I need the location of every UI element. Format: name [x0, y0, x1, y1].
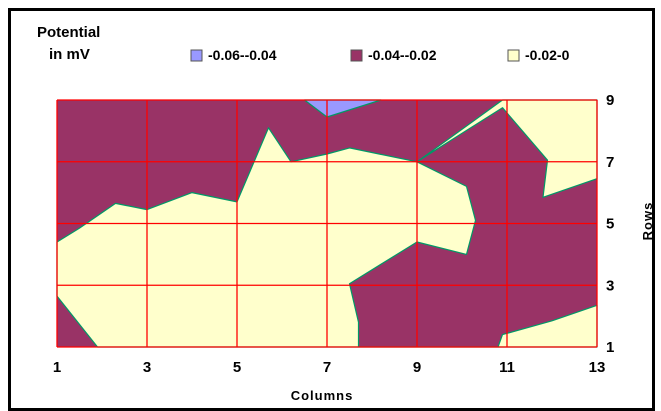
legend-label-low: -0.06--0.04: [208, 47, 277, 63]
legend-swatch-low: [190, 49, 203, 62]
y-tick-label: 3: [606, 277, 614, 294]
y-axis-label: Rows: [640, 202, 652, 241]
x-axis-ticks: 1 3 5 7 9 11 13: [53, 359, 606, 376]
legend-item: -0.02-0: [507, 47, 570, 63]
legend: -0.06--0.04 -0.04--0.02 -0.02-0: [190, 47, 570, 63]
legend-item: -0.06--0.04: [190, 47, 277, 63]
x-tick-label: 7: [323, 359, 331, 376]
legend-label-mid: -0.04--0.02: [368, 47, 437, 63]
x-tick-label: 3: [143, 359, 151, 376]
x-tick-label: 1: [53, 359, 61, 376]
x-tick-label: 9: [413, 359, 421, 376]
x-tick-label: 5: [233, 359, 241, 376]
contour-chart: Potential in mV -0.06--0.04 -0.04--0.02 …: [37, 24, 652, 403]
legend-title-line1: Potential: [37, 24, 100, 41]
legend-swatch-mid: [350, 49, 363, 62]
legend-label-high: -0.02-0: [525, 47, 570, 63]
y-tick-label: 7: [606, 154, 614, 171]
y-tick-label: 9: [606, 92, 614, 109]
x-tick-label: 11: [499, 359, 515, 376]
y-axis-ticks: 1 3 5 7 9: [606, 92, 614, 356]
gridlines: [56, 99, 598, 348]
x-tick-label: 13: [589, 359, 606, 376]
legend-item: -0.04--0.02: [350, 47, 437, 63]
legend-title-line2: in mV: [49, 46, 90, 63]
x-axis-label: Columns: [291, 388, 354, 403]
chart-frame: Potential in mV -0.06--0.04 -0.04--0.02 …: [8, 8, 655, 411]
legend-swatch-high: [507, 49, 520, 62]
y-tick-label: 5: [606, 216, 614, 233]
y-tick-label: 1: [606, 339, 614, 356]
